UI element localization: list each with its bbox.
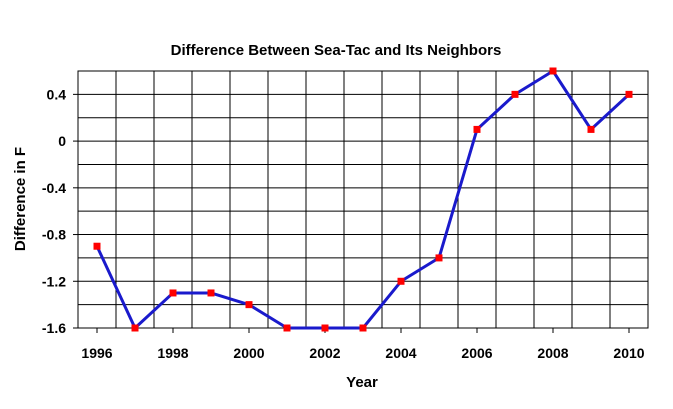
y-tick-label: 0.4 (47, 86, 67, 102)
axis-ticks (73, 93, 630, 333)
tick-labels: 0.4 0 -0.4 -0.8 -1.2 -1.6 1996 1998 2000 2002 2004… (42, 86, 645, 361)
x-axis-title: Year (346, 374, 378, 391)
y-tick-label: -0.4 (42, 180, 66, 196)
data-point-marker (245, 301, 253, 309)
data-point-marker (549, 67, 557, 75)
data-point-marker (511, 90, 519, 98)
y-tick-label: -1.6 (42, 320, 66, 336)
x-tick-label: 2010 (613, 345, 644, 361)
x-tick-label: 1998 (157, 345, 188, 361)
x-tick-label: 1996 (81, 345, 112, 361)
x-tick-label: 2000 (233, 345, 264, 361)
data-point-marker (625, 90, 633, 98)
data-point-marker (93, 242, 101, 250)
data-series (93, 67, 633, 332)
y-tick-label: -0.8 (42, 227, 66, 243)
x-tick-label: 2006 (461, 345, 492, 361)
data-point-marker (397, 277, 405, 285)
data-point-marker (435, 254, 443, 262)
x-tick-label: 2002 (309, 345, 340, 361)
y-tick-label: 0 (58, 133, 66, 149)
y-tick-label: -1.2 (42, 273, 66, 289)
data-point-marker (169, 289, 177, 297)
data-point-marker (207, 289, 215, 297)
data-point-marker (473, 125, 481, 133)
data-point-marker (131, 324, 139, 332)
data-point-marker (321, 324, 329, 332)
y-axis-title: Difference in F (12, 147, 29, 251)
data-point-marker (359, 324, 367, 332)
gridlines (78, 71, 648, 328)
data-point-marker (587, 125, 595, 133)
data-point-marker (283, 324, 291, 332)
series-line (95, 69, 631, 330)
plot-area-border (77, 70, 649, 329)
x-tick-label: 2004 (385, 345, 416, 361)
x-tick-label: 2008 (537, 345, 568, 361)
chart-title: Difference Between Sea-Tac and Its Neigh… (171, 42, 502, 59)
